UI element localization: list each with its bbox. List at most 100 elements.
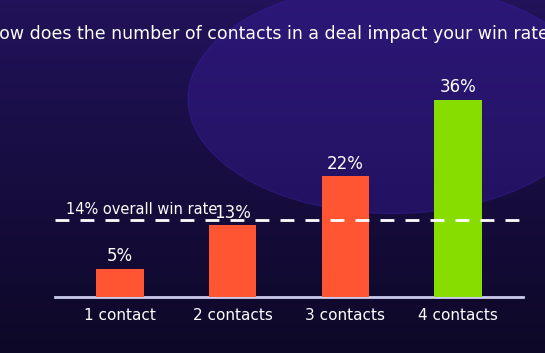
Bar [0,175,545,176]
Bar [0,136,545,138]
Bar [0,30,545,32]
Bar [0,41,545,42]
Bar [0,249,545,251]
Bar [0,261,545,263]
Bar [0,305,545,307]
Bar [0,55,545,56]
Bar [0,259,545,261]
Bar [0,159,545,161]
Bar [0,316,545,318]
Bar [0,138,545,139]
Bar [0,74,545,76]
Bar [0,92,545,94]
Bar [0,16,545,18]
Bar [0,176,545,178]
Bar [0,99,545,101]
Bar [0,26,545,28]
Bar [0,120,545,122]
Bar [0,247,545,249]
Bar [0,51,545,53]
Bar [0,32,545,34]
Bar [0,291,545,293]
Bar [0,118,545,120]
Bar [0,42,545,44]
Bar [0,210,545,212]
Bar [0,337,545,339]
Bar [0,244,545,245]
Bar [0,199,545,201]
Bar [0,288,545,289]
Bar [0,321,545,323]
Bar [0,242,545,244]
Bar [0,56,545,58]
Bar [0,94,545,95]
Text: 5%: 5% [107,247,133,265]
Bar [0,328,545,330]
Bar [0,282,545,284]
Bar [0,349,545,351]
Bar [0,191,545,192]
Bar [0,256,545,258]
Bar [0,312,545,314]
Bar [0,62,545,64]
Bar [0,152,545,154]
Bar [0,323,545,325]
Bar [0,302,545,304]
Bar [0,304,545,305]
Bar [0,25,545,26]
Bar [0,116,545,118]
Bar [0,122,545,124]
Bar [0,69,545,71]
Bar [0,88,545,90]
Bar [209,226,256,297]
Bar [0,5,545,7]
Bar [0,108,545,109]
Bar [0,131,545,132]
Bar [0,49,545,51]
Bar [0,161,545,162]
Bar [0,319,545,321]
Bar [0,281,545,282]
Bar [0,293,545,295]
Bar [0,115,545,116]
Bar [0,284,545,286]
Bar [0,185,545,187]
Bar [0,104,545,106]
Bar [0,231,545,233]
Bar [0,219,545,221]
Bar [0,229,545,231]
Bar [0,351,545,353]
Bar [0,85,545,86]
Bar [0,113,545,115]
Bar [0,155,545,157]
Bar [0,143,545,145]
Bar [0,53,545,55]
Bar [0,279,545,281]
Bar [0,298,545,300]
Bar [0,348,545,349]
Bar [0,344,545,346]
Bar [0,28,545,30]
Bar [0,275,545,277]
Bar [0,72,545,74]
Bar [0,203,545,205]
Bar [0,166,545,168]
Bar [0,11,545,12]
Bar [0,332,545,334]
Bar [0,18,545,19]
Bar [0,109,545,111]
Bar [0,12,545,14]
Bar [0,238,545,240]
Bar [0,64,545,65]
Bar [0,270,545,272]
Bar [0,86,545,88]
Bar [0,7,545,9]
Bar [0,0,545,2]
Bar [0,164,545,166]
Bar [0,127,545,129]
Bar [0,240,545,242]
Bar [0,148,545,150]
Bar [0,106,545,108]
Bar [0,198,545,199]
Bar [0,335,545,337]
